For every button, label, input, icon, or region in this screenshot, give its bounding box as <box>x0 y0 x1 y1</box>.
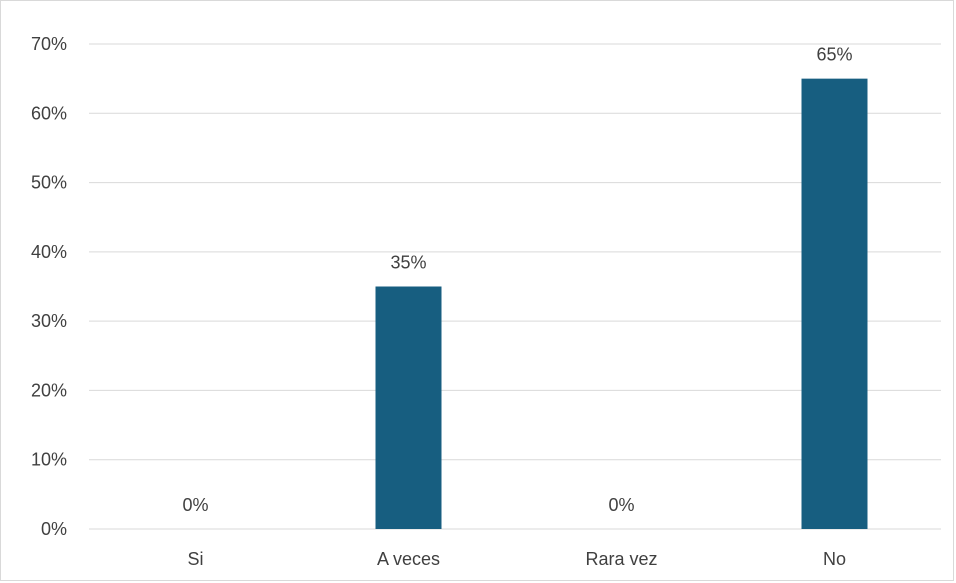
x-category-label: Rara vez <box>585 549 657 569</box>
data-label: 35% <box>390 253 426 273</box>
y-tick-label: 30% <box>31 311 67 331</box>
y-tick-label: 60% <box>31 103 67 123</box>
y-tick-label: 70% <box>31 34 67 54</box>
y-tick-label: 10% <box>31 450 67 470</box>
y-tick-label: 0% <box>41 519 67 539</box>
y-tick-label: 40% <box>31 242 67 262</box>
bars <box>375 78 868 530</box>
x-category-label: A veces <box>377 549 440 569</box>
x-category-label: Si <box>187 549 203 569</box>
x-category-label: No <box>823 549 846 569</box>
gridlines <box>89 43 941 530</box>
y-tick-label: 50% <box>31 173 67 193</box>
bar-no <box>801 78 868 530</box>
bar-a-veces <box>375 286 442 529</box>
data-label: 0% <box>608 495 634 515</box>
data-label: 65% <box>816 45 852 65</box>
y-tick-label: 20% <box>31 380 67 400</box>
data-label: 0% <box>182 495 208 515</box>
labels: 0% 10% 20% 30% 40% 50% 60% 70% 0% Si 35% A veces 0% R… <box>31 34 853 569</box>
